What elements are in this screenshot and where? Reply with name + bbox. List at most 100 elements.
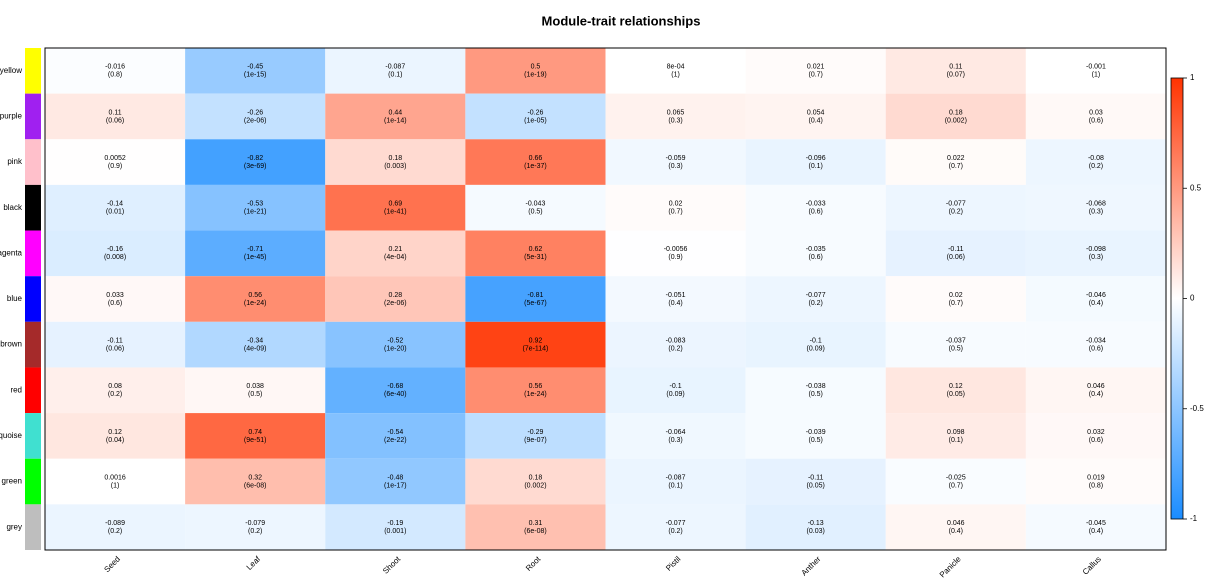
heatmap-cell bbox=[325, 48, 466, 94]
cell-text: 0.046 bbox=[947, 520, 965, 527]
cell-text: (1) bbox=[671, 72, 680, 79]
cell-text: 0.098 bbox=[947, 429, 965, 436]
cell-text: (0.2) bbox=[248, 528, 262, 535]
cell-text: 0.74 bbox=[248, 429, 262, 436]
cell-text: 0.11 bbox=[949, 64, 962, 71]
cell-text: -0.81 bbox=[527, 292, 543, 299]
cell-text: (9e-07) bbox=[524, 437, 547, 444]
cell-text: -0.26 bbox=[247, 109, 263, 116]
heatmap-cell bbox=[465, 321, 606, 368]
x-tick-label: Root bbox=[524, 554, 543, 573]
row-label: brown bbox=[0, 340, 22, 349]
module-color bbox=[25, 321, 41, 368]
heatmap-cell bbox=[885, 93, 1026, 140]
cell-text: (0.09) bbox=[666, 391, 684, 398]
cell-text: -0.083 bbox=[666, 337, 686, 344]
cell-text: -0.039 bbox=[806, 429, 826, 436]
heatmap-cell bbox=[325, 139, 466, 185]
cell-text: 0.5 bbox=[531, 64, 541, 71]
heatmap-cell bbox=[465, 139, 606, 185]
cell-text: (6e-08) bbox=[524, 528, 547, 535]
cell-text: 0.69 bbox=[389, 201, 403, 208]
cell-text: (0.1) bbox=[388, 72, 402, 79]
heatmap-cell bbox=[1025, 276, 1166, 322]
module-color bbox=[25, 367, 41, 414]
cell-text: -0.046 bbox=[1086, 292, 1106, 299]
cell-text: 0.92 bbox=[529, 337, 543, 344]
cell-text: (0.2) bbox=[668, 345, 682, 352]
heatmap-cell bbox=[745, 504, 886, 550]
cell-text: (3e-69) bbox=[244, 163, 267, 170]
heatmap-cell bbox=[1025, 504, 1166, 550]
cell-text: (0.2) bbox=[668, 528, 682, 535]
cell-text: (1e-14) bbox=[384, 117, 407, 124]
cell-text: (4e-04) bbox=[384, 254, 407, 261]
cell-text: 0.18 bbox=[949, 109, 963, 116]
cell-text: -0.079 bbox=[245, 520, 265, 527]
heatmap-cell bbox=[745, 48, 886, 94]
heatmap-cell bbox=[185, 504, 326, 550]
heatmap-cell bbox=[45, 230, 186, 277]
heatmap-cell bbox=[605, 276, 746, 322]
heatmap-cell bbox=[185, 367, 326, 414]
colorbar bbox=[1170, 77, 1184, 520]
colorbar-tick-label: 0 bbox=[1190, 294, 1195, 303]
cell-text: -0.11 bbox=[107, 337, 123, 344]
cell-text: (0.002) bbox=[945, 117, 967, 124]
cell-text: (2e-06) bbox=[384, 300, 407, 307]
heatmap-cell bbox=[325, 504, 466, 550]
heatmap-cell bbox=[605, 139, 746, 185]
x-tick-label: Pistil bbox=[664, 554, 682, 572]
cell-text: (0.9) bbox=[108, 163, 122, 170]
cell-text: -0.19 bbox=[387, 520, 403, 527]
plot-border bbox=[44, 47, 1167, 551]
heatmap-cell bbox=[325, 321, 466, 368]
cell-text: (0.8) bbox=[1089, 482, 1103, 489]
heatmap-cell bbox=[745, 458, 886, 505]
cell-text: (0.7) bbox=[949, 300, 963, 307]
x-tick-label: Shoot bbox=[381, 554, 403, 576]
cell-text: -0.059 bbox=[666, 155, 686, 162]
heatmap-cell bbox=[885, 504, 1026, 550]
cell-text: -0.025 bbox=[946, 474, 966, 481]
cell-text: (0.3) bbox=[668, 163, 682, 170]
heatmap-cell bbox=[465, 184, 606, 231]
heatmap-cell bbox=[185, 184, 326, 231]
colorbar-tick-label: -0.5 bbox=[1190, 404, 1204, 413]
cell-text: (0.1) bbox=[808, 163, 822, 170]
colorbar-tick-label: 0.5 bbox=[1190, 183, 1202, 192]
heatmap-cell bbox=[885, 139, 1026, 185]
cell-text: (0.4) bbox=[668, 300, 682, 307]
heatmap-cell bbox=[885, 230, 1026, 277]
heatmap-cell bbox=[45, 48, 186, 94]
heatmap-cell bbox=[745, 184, 886, 231]
cell-text: (0.8) bbox=[108, 72, 122, 79]
cell-text: (0.04) bbox=[106, 437, 124, 444]
cell-text: 0.0016 bbox=[104, 474, 126, 481]
module-color bbox=[25, 139, 41, 185]
cell-text: (1e-45) bbox=[244, 254, 267, 261]
heatmap-cell bbox=[45, 184, 186, 231]
cell-text: -0.16 bbox=[107, 246, 123, 253]
heatmap-cell bbox=[1025, 93, 1166, 140]
heatmap-cell bbox=[1025, 48, 1166, 94]
heatmap-cell bbox=[605, 48, 746, 94]
cell-text: (1) bbox=[1092, 72, 1101, 79]
heatmap-cell bbox=[885, 413, 1026, 459]
cell-text: (0.4) bbox=[949, 528, 963, 535]
heatmap-cell bbox=[605, 230, 746, 277]
cell-text: (0.7) bbox=[949, 163, 963, 170]
cell-text: (5e-67) bbox=[524, 300, 547, 307]
heatmap-cell bbox=[325, 93, 466, 140]
heatmap-cell bbox=[885, 276, 1026, 322]
cell-text: -0.001 bbox=[1086, 64, 1106, 71]
cell-text: 0.44 bbox=[389, 109, 403, 116]
x-tick-label: Callus bbox=[1081, 555, 1103, 577]
cell-text: (0.6) bbox=[1089, 117, 1103, 124]
cell-text: 0.18 bbox=[529, 474, 543, 481]
heatmap-cell bbox=[1025, 413, 1166, 459]
heatmap-cell bbox=[745, 321, 886, 368]
heatmap-cell bbox=[745, 413, 886, 459]
heatmap-cell bbox=[605, 93, 746, 140]
x-tick-label: Panicle bbox=[938, 554, 963, 579]
